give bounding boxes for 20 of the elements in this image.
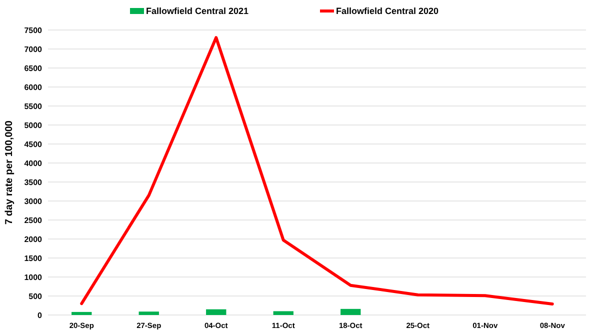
line-series bbox=[80, 36, 554, 306]
y-tick-label: 7000 bbox=[24, 44, 43, 54]
y-tick-label: 0 bbox=[38, 310, 43, 320]
y-tick-label: 2500 bbox=[24, 216, 43, 225]
y-tick-label: 5000 bbox=[24, 120, 43, 130]
y-tick-label: 4500 bbox=[24, 140, 43, 149]
y-tick-label: 500 bbox=[28, 292, 43, 301]
y-tick-label: 7500 bbox=[24, 26, 43, 35]
y-axis-title: 7 day rate per 100,000 bbox=[4, 120, 15, 224]
y-tick-label: 3500 bbox=[24, 178, 43, 187]
y-tick-label: 4000 bbox=[24, 158, 43, 168]
y-tick-label: 2000 bbox=[24, 234, 43, 244]
y-tick-label: 3000 bbox=[24, 196, 43, 206]
y-tick-label: 1000 bbox=[24, 272, 43, 282]
y-tick-label: 6500 bbox=[24, 64, 43, 73]
legend-label: Fallowfield Central 2021 bbox=[146, 6, 249, 16]
y-tick-label: 5500 bbox=[24, 102, 43, 111]
y-tick-label: 1500 bbox=[24, 254, 43, 263]
legend-label: Fallowfield Central 2020 bbox=[336, 6, 439, 16]
y-tick-label: 6000 bbox=[24, 82, 43, 92]
